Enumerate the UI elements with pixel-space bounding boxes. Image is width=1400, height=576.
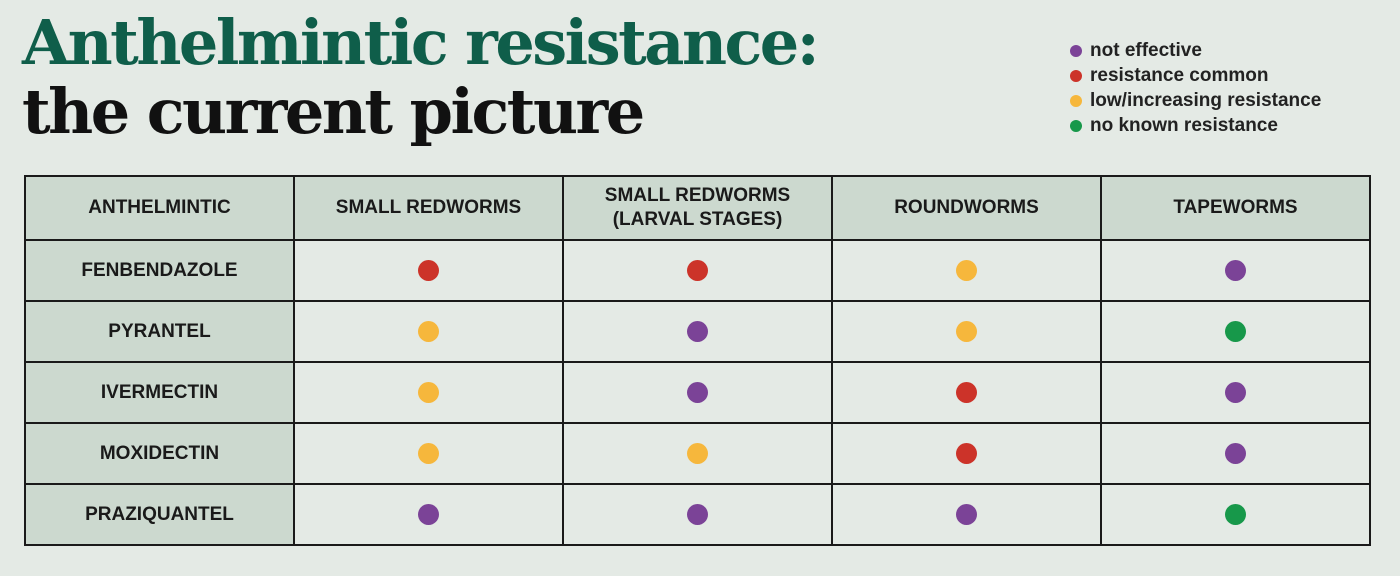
legend-dot xyxy=(1070,44,1082,57)
status-dot-not-effective xyxy=(956,504,977,525)
table-cell xyxy=(1100,300,1371,363)
column-header: ANTHELMINTIC xyxy=(24,175,295,241)
status-dot-low-increasing xyxy=(418,382,439,403)
status-dot-no-known xyxy=(1225,504,1246,525)
table-cell xyxy=(562,361,833,424)
table-cell xyxy=(831,239,1102,302)
header-row: ANTHELMINTIC SMALL REDWORMS SMALL REDWOR… xyxy=(24,175,1371,241)
status-dot-not-effective xyxy=(1225,443,1246,464)
row-header: PRAZIQUANTEL xyxy=(24,483,295,546)
column-header: SMALL REDWORMS (LARVAL STAGES) xyxy=(562,175,833,241)
table-cell xyxy=(293,239,564,302)
status-dot-not-effective xyxy=(687,382,708,403)
legend-label: resistance common xyxy=(1090,64,1269,86)
table-cell xyxy=(1100,361,1371,424)
table-cell xyxy=(293,361,564,424)
table-cell xyxy=(562,300,833,363)
legend: not effective resistance common low/incr… xyxy=(1070,38,1321,138)
status-dot-resistance-common xyxy=(956,382,977,403)
table-cell xyxy=(293,300,564,363)
status-dot-resistance-common xyxy=(956,443,977,464)
table-cell xyxy=(562,239,833,302)
table-row: FENBENDAZOLE xyxy=(24,239,1371,302)
table-cell xyxy=(562,422,833,485)
status-dot-not-effective xyxy=(1225,382,1246,403)
status-dot-low-increasing xyxy=(418,321,439,342)
column-header: ROUNDWORMS xyxy=(831,175,1102,241)
table-cell xyxy=(562,483,833,546)
status-dot-not-effective xyxy=(687,504,708,525)
legend-item-resistance-common: resistance common xyxy=(1070,63,1321,88)
table-row: MOXIDECTIN xyxy=(24,422,1371,485)
title-block: Anthelmintic resistance: the current pic… xyxy=(22,6,820,148)
row-header: MOXIDECTIN xyxy=(24,422,295,485)
table-cell xyxy=(293,422,564,485)
status-dot-not-effective xyxy=(1225,260,1246,281)
legend-label: low/increasing resistance xyxy=(1090,89,1322,111)
status-dot-low-increasing xyxy=(956,260,977,281)
table-cell xyxy=(1100,483,1371,546)
row-header: IVERMECTIN xyxy=(24,361,295,424)
status-dot-low-increasing xyxy=(956,321,977,342)
title-line-2: the current picture xyxy=(22,75,645,148)
legend-item-low-increasing: low/increasing resistance xyxy=(1070,88,1321,113)
status-dot-resistance-common xyxy=(418,260,439,281)
table-row: PYRANTEL xyxy=(24,300,1371,363)
status-dot-resistance-common xyxy=(687,260,708,281)
resistance-table: ANTHELMINTIC SMALL REDWORMS SMALL REDWOR… xyxy=(24,175,1371,546)
row-header: FENBENDAZOLE xyxy=(24,239,295,302)
legend-dot xyxy=(1070,69,1082,82)
legend-dot xyxy=(1070,119,1082,132)
table-body: FENBENDAZOLE PYRANTEL IVERMECTIN MOXIDECTIN… xyxy=(24,239,1371,546)
status-dot-low-increasing xyxy=(687,443,708,464)
status-dot-low-increasing xyxy=(418,443,439,464)
table-cell xyxy=(831,300,1102,363)
table-cell xyxy=(831,422,1102,485)
column-header: TAPEWORMS xyxy=(1100,175,1371,241)
table-row: PRAZIQUANTEL xyxy=(24,483,1371,546)
legend-dot xyxy=(1070,94,1082,107)
table-cell xyxy=(1100,422,1371,485)
legend-label: no known resistance xyxy=(1090,114,1278,136)
table-cell xyxy=(831,483,1102,546)
table-cell xyxy=(1100,239,1371,302)
legend-label: not effective xyxy=(1090,39,1202,61)
status-dot-not-effective xyxy=(418,504,439,525)
title-line-1: Anthelmintic resistance: xyxy=(22,6,820,79)
table-cell xyxy=(831,361,1102,424)
table-row: IVERMECTIN xyxy=(24,361,1371,424)
column-header: SMALL REDWORMS xyxy=(293,175,564,241)
status-dot-no-known xyxy=(1225,321,1246,342)
status-dot-not-effective xyxy=(687,321,708,342)
table-cell xyxy=(293,483,564,546)
legend-item-not-effective: not effective xyxy=(1070,38,1321,63)
legend-item-no-known: no known resistance xyxy=(1070,113,1321,138)
row-header: PYRANTEL xyxy=(24,300,295,363)
